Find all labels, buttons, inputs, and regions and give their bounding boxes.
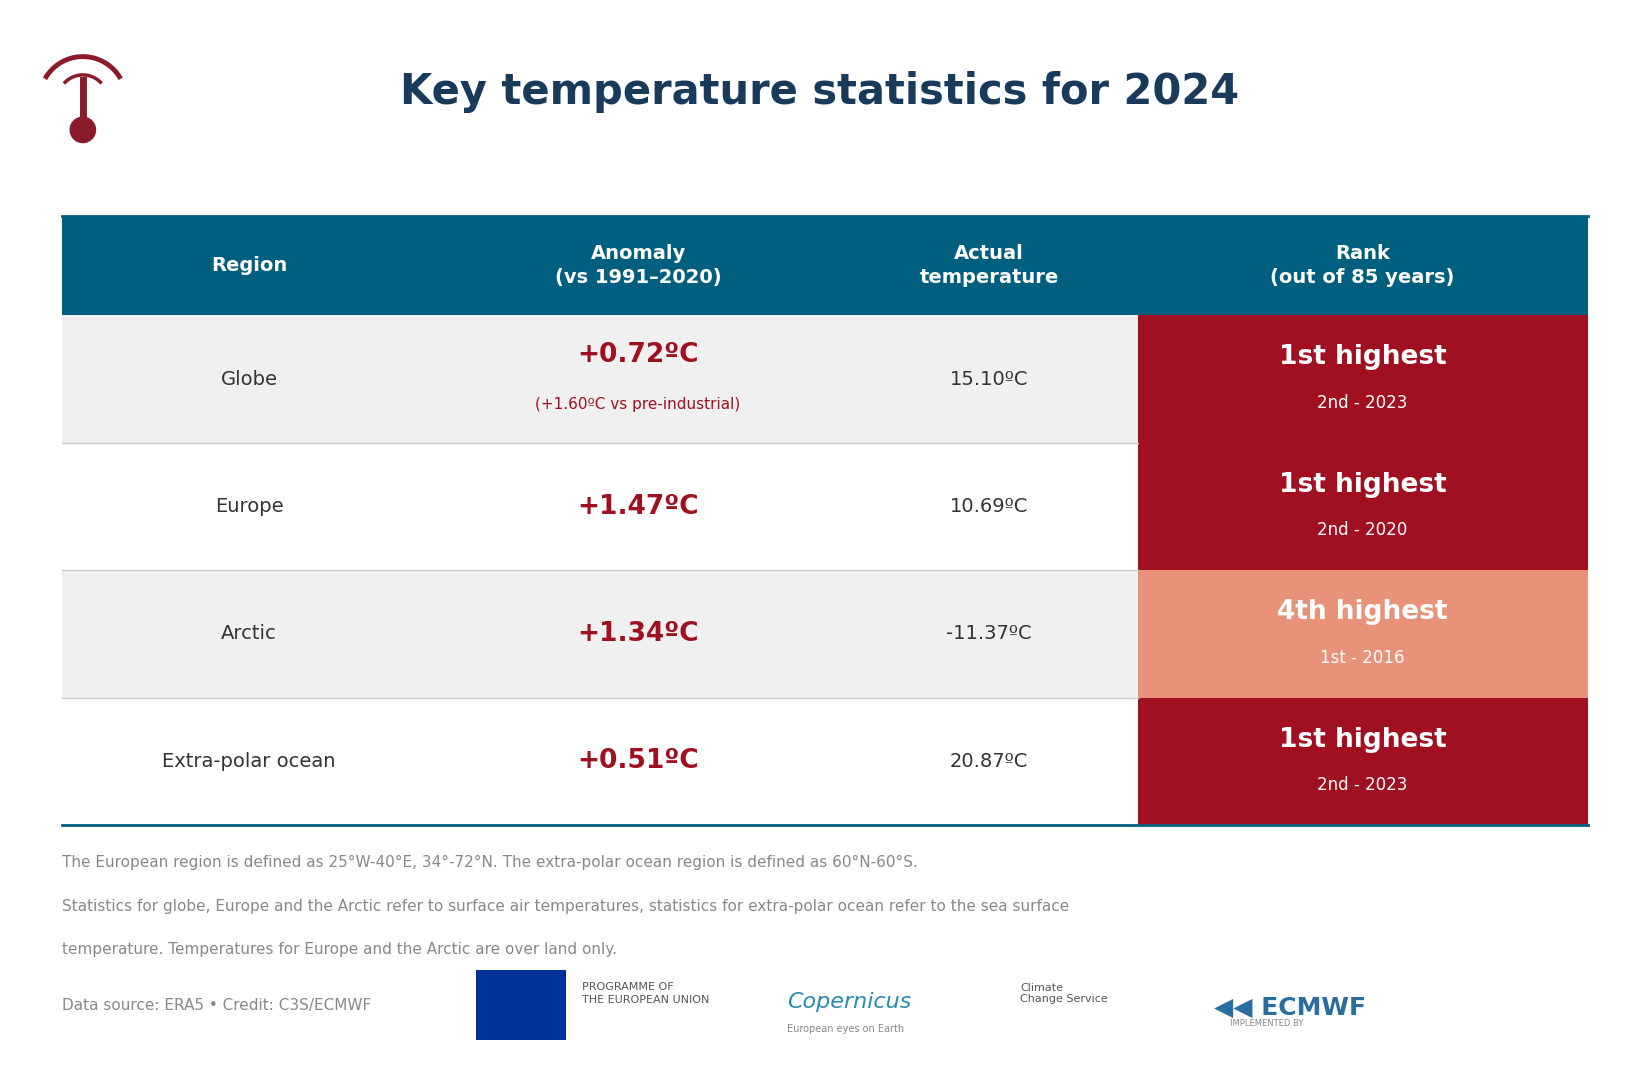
Text: temperature. Temperatures for Europe and the Arctic are over land only.: temperature. Temperatures for Europe and… xyxy=(62,942,616,957)
Text: +1.34ºC: +1.34ºC xyxy=(577,621,698,647)
Text: +0.72ºC: +0.72ºC xyxy=(577,342,698,368)
Text: 4th highest: 4th highest xyxy=(1277,599,1447,625)
Text: Region: Region xyxy=(211,256,287,275)
Text: 2nd - 2023: 2nd - 2023 xyxy=(1316,777,1406,794)
Text: Extra-polar ocean: Extra-polar ocean xyxy=(162,752,336,771)
Text: (+1.60ºC vs pre-industrial): (+1.60ºC vs pre-industrial) xyxy=(534,397,741,413)
Text: 10.69ºC: 10.69ºC xyxy=(949,497,1028,516)
Text: Data source: ERA5 • Credit: C3S/ECMWF: Data source: ERA5 • Credit: C3S/ECMWF xyxy=(62,998,372,1013)
Text: 20.87ºC: 20.87ºC xyxy=(949,752,1028,771)
Text: 1st highest: 1st highest xyxy=(1278,727,1446,753)
Text: 1st - 2016: 1st - 2016 xyxy=(1319,649,1405,666)
Text: Copernicus: Copernicus xyxy=(787,993,911,1012)
Text: The European region is defined as 25°W-40°E, 34°-72°N. The extra-polar ocean reg: The European region is defined as 25°W-4… xyxy=(62,855,918,870)
Text: European eyes on Earth: European eyes on Earth xyxy=(787,1024,903,1035)
Text: Arctic: Arctic xyxy=(221,624,277,644)
Text: ★ ★ ★
★     ★
★ ★ ★: ★ ★ ★ ★ ★ ★ ★ ★ xyxy=(482,994,506,1022)
Text: 15.10ºC: 15.10ºC xyxy=(949,369,1028,389)
Circle shape xyxy=(70,118,95,143)
Text: -11.37ºC: -11.37ºC xyxy=(946,624,1031,644)
Text: ◀◀ ECMWF: ◀◀ ECMWF xyxy=(1213,996,1365,1020)
Text: 1st highest: 1st highest xyxy=(1278,345,1446,370)
Text: 1st highest: 1st highest xyxy=(1278,472,1446,498)
Text: Actual
temperature: Actual temperature xyxy=(919,244,1057,287)
Text: +1.47ºC: +1.47ºC xyxy=(577,494,698,519)
Text: PROGRAMME OF
THE EUROPEAN UNION: PROGRAMME OF THE EUROPEAN UNION xyxy=(582,983,710,1004)
Text: 2nd - 2023: 2nd - 2023 xyxy=(1316,394,1406,411)
Text: +0.51ºC: +0.51ºC xyxy=(577,748,698,774)
Text: Europe: Europe xyxy=(215,497,284,516)
Text: 2nd - 2020: 2nd - 2020 xyxy=(1316,522,1406,539)
Text: Globe: Globe xyxy=(221,369,277,389)
Text: Anomaly
(vs 1991–2020): Anomaly (vs 1991–2020) xyxy=(554,244,721,287)
Text: Statistics for globe, Europe and the Arctic refer to surface air temperatures, s: Statistics for globe, Europe and the Arc… xyxy=(62,899,1069,914)
Text: Key temperature statistics for 2024: Key temperature statistics for 2024 xyxy=(400,71,1239,112)
Text: IMPLEMENTED BY: IMPLEMENTED BY xyxy=(1229,1020,1303,1028)
Text: Climate
Change Service: Climate Change Service xyxy=(1019,983,1108,1004)
Text: Rank
(out of 85 years): Rank (out of 85 years) xyxy=(1270,244,1454,287)
